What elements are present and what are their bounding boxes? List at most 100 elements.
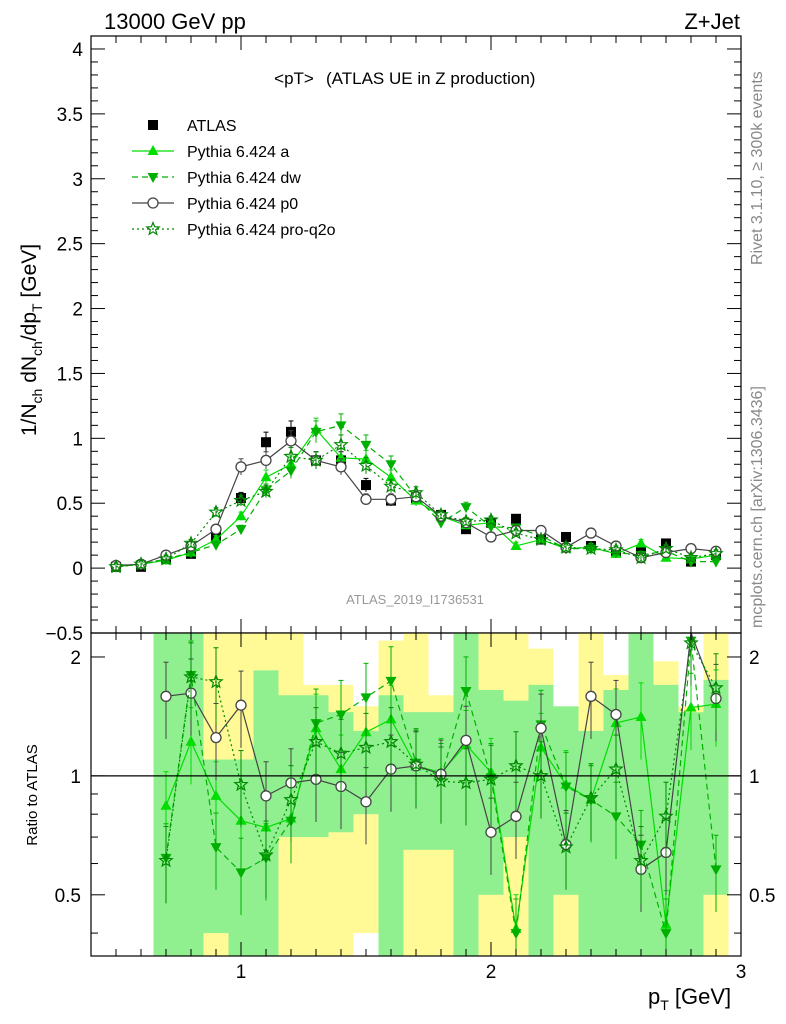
ratio-point xyxy=(610,812,622,823)
data-point xyxy=(235,525,247,536)
legend-label: Pythia 6.424 a xyxy=(187,144,289,161)
data-point xyxy=(633,549,649,565)
main-ytick-label: 3 xyxy=(72,170,83,191)
header-energy: 13000 GeV pp xyxy=(104,9,246,34)
data-point xyxy=(108,558,124,574)
svg-text:pT [GeV]: pT [GeV] xyxy=(648,984,731,1013)
ratio-point xyxy=(233,776,249,792)
series-pythia-6-424-pro-q2o xyxy=(108,434,724,574)
data-point xyxy=(185,548,197,559)
data-point xyxy=(283,448,299,464)
data-point xyxy=(510,540,522,551)
data-point xyxy=(608,541,624,557)
data-point xyxy=(210,523,222,535)
ratio-point xyxy=(335,710,347,721)
ratio-point xyxy=(483,771,499,786)
ratio-point xyxy=(333,745,349,761)
ratio-ytick-label: 2 xyxy=(70,648,81,669)
ratio-point xyxy=(558,839,574,854)
ratio-point xyxy=(583,789,599,805)
ratio-point xyxy=(183,668,199,684)
data-point xyxy=(433,506,449,522)
ratio-point xyxy=(385,676,397,687)
ratio-xlabel: pT [GeV] xyxy=(648,984,731,1013)
data-point xyxy=(358,457,374,473)
data-point xyxy=(683,549,699,565)
ratio-data-layer xyxy=(158,632,724,956)
ratio-band-inner xyxy=(678,712,704,956)
ratio-ylabel: Ratio to ATLAS xyxy=(24,744,41,845)
ratio-point xyxy=(210,843,222,854)
ratio-point xyxy=(683,634,699,650)
data-point xyxy=(458,513,474,528)
data-point xyxy=(260,454,272,467)
ratio-point xyxy=(210,789,222,800)
data-point xyxy=(385,493,397,505)
ratio-point xyxy=(160,799,172,810)
ratio-point xyxy=(510,929,522,940)
ratio-point xyxy=(433,772,449,788)
ratio-series-line xyxy=(165,641,717,863)
data-point xyxy=(508,524,524,540)
data-point xyxy=(285,435,297,447)
data-point xyxy=(385,471,397,482)
data-point xyxy=(383,478,399,493)
legend-label: ATLAS xyxy=(187,118,237,135)
ratio-point xyxy=(635,710,647,721)
ratio-series-line xyxy=(165,640,717,934)
ratio-point xyxy=(485,826,497,838)
ratio-point xyxy=(708,679,724,695)
data-point xyxy=(710,557,722,568)
data-point xyxy=(208,504,224,519)
main-panel: −0.5 0 0.5 1 1.5 2 2.5 3 3.5 4 <pT> (ATLAS UE in … xyxy=(45,35,742,645)
header-process: Z+Jet xyxy=(684,9,740,34)
data-point xyxy=(561,531,571,542)
main-ytick-label: 1 xyxy=(72,429,83,450)
data-point xyxy=(258,483,274,499)
rivet-version-note: Rivet 3.1.10, ≥ 300k events xyxy=(749,71,766,265)
ratio-point xyxy=(260,790,272,802)
data-point xyxy=(708,545,724,561)
ratio-point xyxy=(235,868,247,879)
ratio-panel: 1 2 3 0.5 0.5 1 1 2 2 xyxy=(55,632,775,983)
ratio-xtick-label: 3 xyxy=(736,962,747,983)
legend-item: Pythia 6.424 a xyxy=(132,144,289,161)
mcplots-url-note: mcplots.cern.ch [arXiv:1306.3436] xyxy=(749,386,766,628)
data-point xyxy=(385,460,397,471)
main-title-mean-pt: <pT> xyxy=(274,69,314,88)
ratio-point xyxy=(633,852,649,868)
data-point xyxy=(558,539,574,554)
main-ytick-label: 2 xyxy=(72,300,83,321)
data-point xyxy=(360,440,372,451)
ratio-point xyxy=(533,767,549,783)
ratio-xtick-label: 2 xyxy=(486,962,497,983)
ratio-point xyxy=(258,847,274,862)
main-data-layer xyxy=(108,413,724,574)
data-point xyxy=(235,461,247,473)
legend-item: Pythia 6.424 dw xyxy=(132,170,301,187)
ratio-point xyxy=(535,722,547,734)
ratio-point xyxy=(235,699,247,711)
analysis-tag: ATLAS_2019_I1736531 xyxy=(346,592,484,607)
ratio-point xyxy=(408,756,424,771)
data-point xyxy=(261,437,271,448)
ratio-point xyxy=(208,673,224,689)
legend-item: ATLAS xyxy=(148,118,237,135)
data-point xyxy=(158,550,174,566)
ratio-point xyxy=(585,690,597,702)
data-point xyxy=(361,480,371,491)
ratio-point xyxy=(360,693,372,704)
ratio-point xyxy=(210,731,222,744)
ratio-axes: 1 2 3 0.5 0.5 1 1 2 2 xyxy=(55,632,775,983)
ratio-point xyxy=(383,733,399,749)
data-point xyxy=(658,540,674,556)
ratio-point xyxy=(610,708,622,721)
data-point xyxy=(435,518,447,529)
data-point xyxy=(583,540,599,556)
ratio-ytick-label-right: 1 xyxy=(749,767,760,788)
main-ytick-label: −0.5 xyxy=(45,624,83,645)
main-ylabel: 1/Nch dNch/dpT [GeV] xyxy=(18,244,45,436)
ratio-point xyxy=(510,810,522,822)
ratio-point xyxy=(308,733,324,749)
